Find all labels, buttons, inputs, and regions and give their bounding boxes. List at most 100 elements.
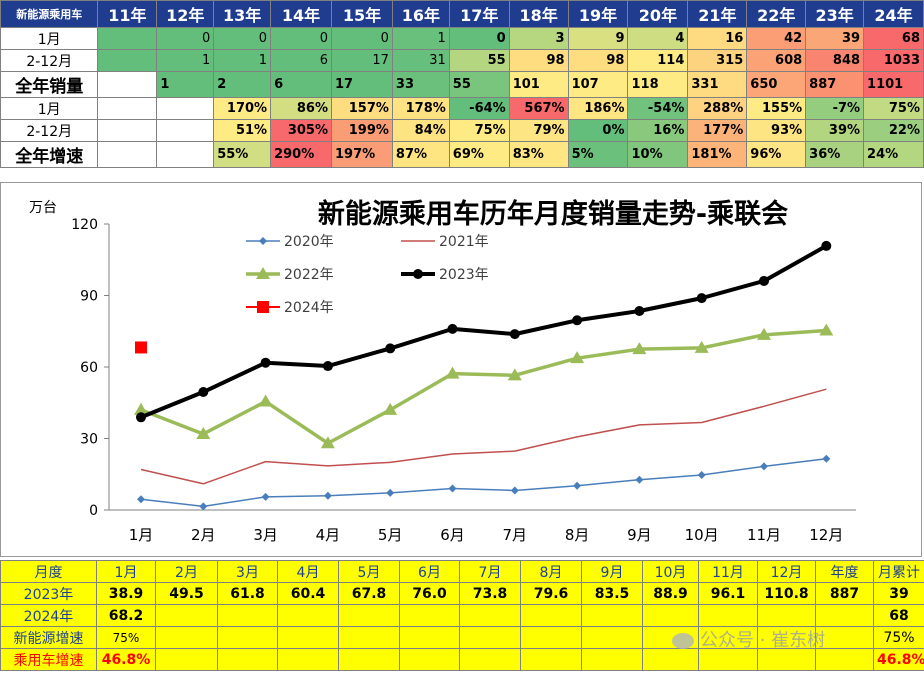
- table-cell: 887: [805, 71, 865, 98]
- watermark-text: 公众号 · 崔东树: [700, 630, 826, 651]
- data-point: [135, 341, 147, 354]
- table-cell: [520, 604, 582, 627]
- row-label: 1月: [0, 27, 99, 50]
- table-cell: [338, 648, 400, 671]
- series-2023年: [136, 240, 832, 423]
- year-header: 18年: [508, 0, 569, 28]
- data-point: [448, 484, 457, 493]
- series-2024年: [135, 341, 147, 354]
- month-header: 月度: [0, 560, 97, 583]
- legend-label: 2023年: [439, 267, 489, 283]
- table-cell: -7%: [805, 97, 865, 120]
- table-cell: 199%: [331, 119, 393, 142]
- x-tick-label: 7月: [503, 526, 528, 544]
- table-cell: 22%: [863, 119, 924, 142]
- month-header: 11月: [698, 560, 758, 583]
- table-cell: [757, 626, 816, 649]
- data-point: [322, 361, 333, 372]
- table-cell: [277, 604, 339, 627]
- table-cell: 2: [213, 71, 272, 98]
- table-cell: 0: [448, 27, 510, 50]
- table-cell: 331: [687, 71, 748, 98]
- table-cell: 68.2: [96, 604, 156, 627]
- month-header: 6月: [399, 560, 460, 583]
- data-point: [196, 426, 211, 439]
- year-header: 23年: [805, 0, 865, 28]
- table-cell: 197%: [331, 141, 393, 168]
- table-cell: 24%: [863, 141, 924, 168]
- table-cell: 98: [567, 49, 629, 72]
- y-tick-label: 30: [80, 432, 98, 448]
- table-cell: 6: [270, 49, 332, 72]
- data-point: [413, 269, 423, 279]
- table-cell: 17: [331, 49, 393, 72]
- legend-label: 2020年: [284, 234, 334, 250]
- data-point: [822, 454, 831, 463]
- table-row: 1月 170% 86% 157% 178% -64% 567% 186% -54% 288% 155…: [0, 97, 924, 120]
- row-label: 2-12月: [0, 49, 99, 72]
- legend-label: 2022年: [284, 267, 334, 283]
- table-cell: [581, 604, 643, 627]
- table-cell: 60.4: [277, 582, 339, 605]
- table-cell: 567%: [508, 97, 569, 120]
- y-tick-label: 0: [89, 503, 98, 519]
- month-header: 8月: [520, 560, 582, 583]
- table-cell: [698, 648, 758, 671]
- data-point: [445, 366, 460, 379]
- table-cell: 38.9: [96, 582, 156, 605]
- table-cell: 87%: [391, 141, 450, 168]
- table-cell: 107: [567, 71, 629, 98]
- data-point: [323, 491, 332, 500]
- table-cell: [156, 97, 215, 120]
- legend-label: 2024年: [284, 300, 334, 316]
- series-line: [140, 328, 827, 446]
- table-cell: [155, 626, 218, 649]
- x-tick-label: 3月: [253, 526, 278, 544]
- year-header: 13年: [213, 0, 272, 28]
- table-cell: 79.6: [520, 582, 582, 605]
- month-header: 9月: [581, 560, 643, 583]
- data-point: [134, 402, 148, 415]
- data-point: [696, 293, 707, 304]
- month-header: 2月: [155, 560, 218, 583]
- table-cell: [156, 141, 215, 168]
- table-row: 2024年 68.2 68: [0, 604, 924, 627]
- year-header: 24年: [863, 0, 924, 28]
- table-cell: [97, 119, 158, 142]
- table-cell: [698, 604, 758, 627]
- legend-item: 2021年: [401, 234, 489, 250]
- table-cell: 16%: [627, 119, 689, 142]
- data-point: [510, 486, 519, 495]
- table-cell: 84%: [391, 119, 450, 142]
- table-row: 全年增速 55% 290% 197% 87% 69% 83% 5% 10% 181% 96% 36% 2…: [0, 141, 924, 168]
- table-cell: -64%: [448, 97, 510, 120]
- table-row: 乘用车增速 46.8% 46.8%: [0, 648, 924, 671]
- table-cell: 49.5: [155, 582, 218, 605]
- top-sales-table: 新能源乘用车 11年 12年 13年 14年 15年 16年 17年 18年 19年 20年 21年 2…: [0, 0, 924, 168]
- table-cell: 83.5: [581, 582, 643, 605]
- table-cell: 75%: [448, 119, 510, 142]
- table-cell: 5%: [567, 141, 629, 168]
- table-cell: 608: [746, 49, 807, 72]
- table-cell: [520, 648, 582, 671]
- year-header: 12年: [156, 0, 215, 28]
- table-cell: [815, 648, 874, 671]
- table-cell: 181%: [687, 141, 748, 168]
- table-cell: 55: [448, 71, 510, 98]
- x-tick-label: 2月: [191, 526, 216, 544]
- table-cell: 290%: [270, 141, 332, 168]
- table-cell: [97, 27, 158, 50]
- row-label: 2024年: [0, 604, 97, 627]
- table-cell: 68: [863, 27, 924, 50]
- month-header: 月累计: [873, 560, 924, 583]
- table-cell: 68: [873, 604, 924, 627]
- chart-area: 新能源乘用车历年月度销量走势-乘联会 万台 0 30 60 90 120 1月 2月 3月 4月…: [0, 182, 922, 557]
- table-cell: [217, 626, 278, 649]
- table-cell: 177%: [687, 119, 748, 142]
- table-cell: [642, 648, 699, 671]
- table-cell: [97, 71, 158, 98]
- table-cell: 9: [567, 27, 629, 50]
- table-row: 2-12月 1 1 6 17 31 55 98 98 114 315 608 848 1033: [0, 49, 924, 72]
- table-cell: [97, 141, 158, 168]
- table-cell: 55: [448, 49, 510, 72]
